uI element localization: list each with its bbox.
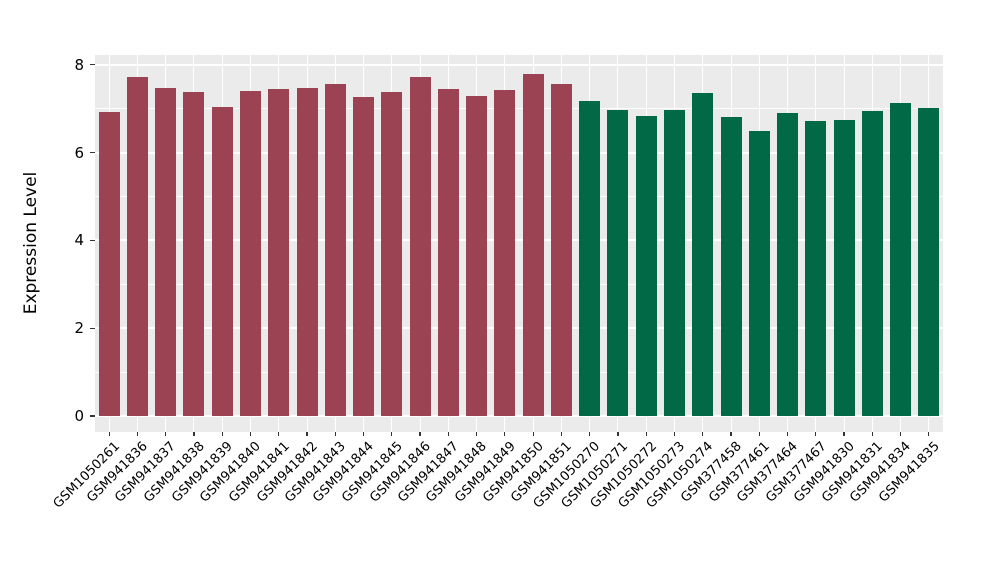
bar-GSM941838 <box>183 92 205 416</box>
bar-GSM1050274 <box>692 92 714 416</box>
bar-GSM941844 <box>353 97 375 416</box>
x-tick-mark <box>928 432 930 436</box>
plot-panel <box>95 55 943 432</box>
y-tick-mark <box>90 64 95 66</box>
bar-GSM941841 <box>268 89 290 416</box>
x-tick-mark <box>786 432 789 436</box>
bar-GSM941849 <box>494 90 516 416</box>
bar-GSM1050272 <box>635 116 657 416</box>
bar-GSM941842 <box>296 88 318 416</box>
x-tick-mark <box>391 432 393 436</box>
x-tick-mark <box>843 432 845 436</box>
x-tick-mark <box>702 432 704 436</box>
x-tick-mark <box>108 432 110 436</box>
x-tick-mark <box>645 432 647 436</box>
y-tick-label: 6 <box>74 143 84 162</box>
bar-GSM941836 <box>126 76 148 416</box>
bar-GSM377458 <box>720 117 742 416</box>
bar-GSM941831 <box>861 110 883 416</box>
x-tick-mark <box>221 432 223 436</box>
bar-GSM941843 <box>324 84 346 416</box>
gridline-minor-y1 <box>95 371 943 373</box>
y-tick-mark <box>90 415 95 417</box>
x-tick-mark <box>362 432 365 436</box>
x-tick-mark <box>871 432 873 436</box>
bar-GSM941830 <box>833 120 855 416</box>
x-tick-mark <box>447 432 449 436</box>
bar-GSM941840 <box>239 90 261 416</box>
bar-GSM941834 <box>890 102 912 416</box>
x-tick-mark <box>334 432 336 436</box>
x-tick-mark <box>815 432 817 436</box>
gridline-minor-y3 <box>95 283 943 285</box>
x-tick-mark <box>758 432 760 436</box>
gridline-minor-y5 <box>95 196 943 197</box>
bar-GSM377467 <box>805 121 827 416</box>
x-tick-mark <box>249 432 252 436</box>
x-tick-mark <box>532 432 534 436</box>
x-tick-mark <box>165 432 167 436</box>
x-tick-mark <box>900 432 902 436</box>
bar-GSM1050271 <box>607 110 629 416</box>
gridline-major-y6 <box>95 151 943 154</box>
bar-GSM941848 <box>466 96 488 416</box>
x-tick-mark <box>589 432 591 436</box>
x-tick-mark <box>306 432 308 436</box>
bar-GSM941839 <box>211 107 233 416</box>
y-tick-label: 8 <box>74 55 84 74</box>
x-tick-mark <box>278 432 280 436</box>
y-tick-label: 0 <box>74 407 84 425</box>
bar-GSM377461 <box>748 131 770 416</box>
bar-GSM941835 <box>918 107 940 416</box>
bar-GSM1050273 <box>663 110 685 416</box>
bar-GSM1050270 <box>579 101 601 416</box>
x-tick-mark <box>560 432 562 436</box>
bar-GSM941851 <box>550 83 572 416</box>
gridline-minor-y7 <box>95 108 943 110</box>
bar-GSM377464 <box>777 112 799 416</box>
gridline-major-y4 <box>95 239 943 242</box>
y-tick-mark <box>90 152 95 154</box>
x-tick-mark <box>730 432 732 436</box>
y-tick-mark <box>90 239 95 241</box>
x-tick-mark <box>136 432 138 436</box>
gridline-major-y0 <box>95 415 943 417</box>
x-tick-mark <box>476 432 478 436</box>
y-tick-label: 2 <box>74 319 84 338</box>
gridline-major-y2 <box>95 327 943 330</box>
x-tick-mark <box>673 432 676 436</box>
x-tick-mark <box>419 432 421 436</box>
bar-GSM941850 <box>522 74 544 416</box>
x-tick-mark <box>504 432 506 436</box>
x-tick-mark <box>617 432 619 436</box>
bar-GSM941847 <box>437 89 459 416</box>
gridline-major-y8 <box>95 63 943 66</box>
x-tick-mark <box>193 432 195 436</box>
y-tick-label: 4 <box>74 231 84 250</box>
y-tick-mark <box>90 327 95 329</box>
bar-GSM941845 <box>381 91 403 416</box>
bar-GSM1050261 <box>98 112 120 416</box>
bar-GSM941837 <box>155 88 177 416</box>
bar-GSM941846 <box>409 76 431 416</box>
